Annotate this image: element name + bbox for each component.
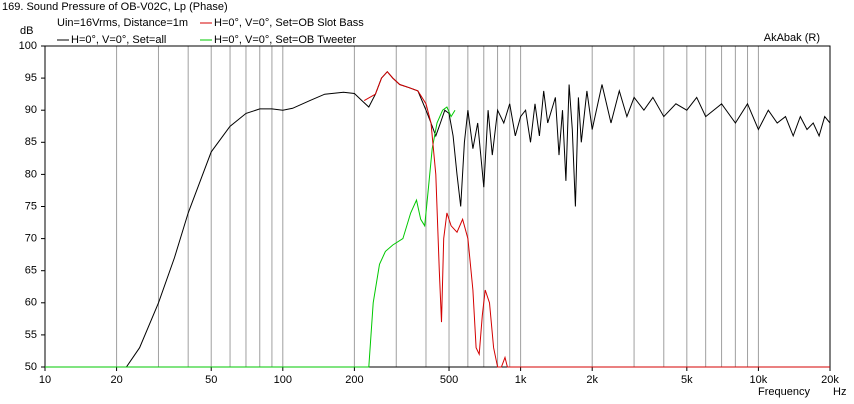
x-tick-label: 20	[110, 374, 122, 386]
x-tick-label: 10k	[750, 374, 768, 386]
y-tick-label: 75	[25, 200, 37, 212]
chart-subtitle: Uin=16Vrms, Distance=1m	[57, 17, 188, 29]
y-tick-label: 50	[25, 361, 37, 373]
annotation: AkAbak (R)	[764, 32, 820, 44]
y-tick-label: 85	[25, 136, 37, 148]
series-line	[363, 70, 830, 368]
x-tick-label: 500	[440, 374, 458, 386]
y-tick-label: 70	[25, 233, 37, 245]
y-axis-label: dB	[20, 25, 33, 37]
x-tick-label: 1k	[515, 374, 527, 386]
series-line	[45, 106, 456, 368]
y-tick-label: 95	[25, 72, 37, 84]
y-tick-label: 100	[19, 40, 37, 52]
legend-label: H=0°, V=0°, Set=OB Slot Bass	[214, 17, 364, 29]
y-tick-label: 65	[25, 265, 37, 277]
x-tick-label: 10	[39, 374, 51, 386]
y-tick-label: 80	[25, 168, 37, 180]
x-tick-label: 5k	[681, 374, 693, 386]
plot-frame	[44, 45, 831, 368]
x-axis-label: Frequency	[758, 386, 810, 398]
x-tick-label: 200	[345, 374, 363, 386]
x-tick-label: 2k	[586, 374, 598, 386]
y-tick-label: 55	[25, 329, 37, 341]
y-tick-label: 60	[25, 297, 37, 309]
x-unit-label: Hz	[833, 386, 846, 398]
chart-title: 169. Sound Pressure of OB-V02C, Lp (Phas…	[2, 1, 228, 13]
series-line	[125, 70, 831, 368]
x-tick-label: 100	[274, 374, 292, 386]
x-tick-label: 50	[205, 374, 217, 386]
legend-label: H=0°, V=0°, Set=all	[71, 34, 166, 46]
x-tick-label: 20k	[821, 374, 839, 386]
legend-label: H=0°, V=0°, Set=OB Tweeter	[214, 34, 357, 46]
y-tick-label: 90	[25, 104, 37, 116]
